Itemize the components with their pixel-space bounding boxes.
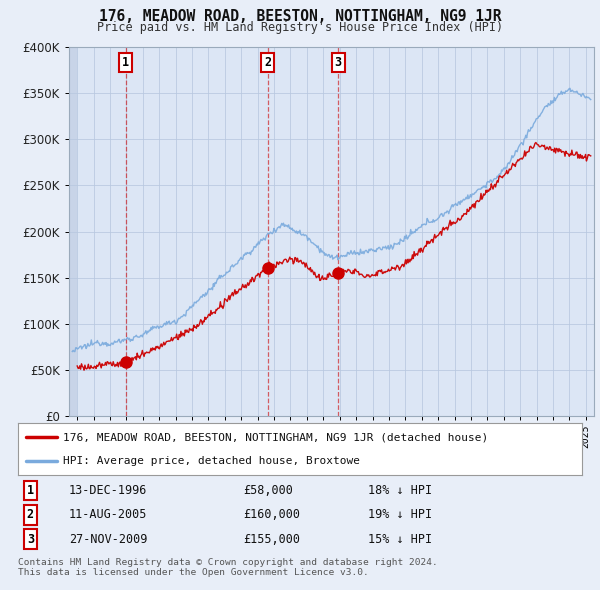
Text: 15% ↓ HPI: 15% ↓ HPI [368, 533, 432, 546]
Text: 2: 2 [27, 508, 34, 522]
Text: 176, MEADOW ROAD, BEESTON, NOTTINGHAM, NG9 1JR (detached house): 176, MEADOW ROAD, BEESTON, NOTTINGHAM, N… [63, 432, 488, 442]
Text: £58,000: £58,000 [244, 484, 293, 497]
Text: 3: 3 [27, 533, 34, 546]
Text: 3: 3 [335, 57, 342, 70]
Text: Contains HM Land Registry data © Crown copyright and database right 2024.: Contains HM Land Registry data © Crown c… [18, 558, 438, 566]
Text: 2: 2 [264, 57, 271, 70]
Text: 13-DEC-1996: 13-DEC-1996 [69, 484, 147, 497]
Text: 18% ↓ HPI: 18% ↓ HPI [368, 484, 432, 497]
Text: 11-AUG-2005: 11-AUG-2005 [69, 508, 147, 522]
Bar [69, 47, 77, 416]
Text: 27-NOV-2009: 27-NOV-2009 [69, 533, 147, 546]
Text: Price paid vs. HM Land Registry's House Price Index (HPI): Price paid vs. HM Land Registry's House … [97, 21, 503, 34]
Text: £160,000: £160,000 [244, 508, 301, 522]
Text: 1: 1 [27, 484, 34, 497]
Text: £155,000: £155,000 [244, 533, 301, 546]
Text: This data is licensed under the Open Government Licence v3.0.: This data is licensed under the Open Gov… [18, 568, 369, 576]
Text: HPI: Average price, detached house, Broxtowe: HPI: Average price, detached house, Brox… [63, 456, 360, 466]
Text: 1: 1 [122, 57, 129, 70]
Text: 176, MEADOW ROAD, BEESTON, NOTTINGHAM, NG9 1JR: 176, MEADOW ROAD, BEESTON, NOTTINGHAM, N… [99, 9, 501, 24]
Text: 19% ↓ HPI: 19% ↓ HPI [368, 508, 432, 522]
